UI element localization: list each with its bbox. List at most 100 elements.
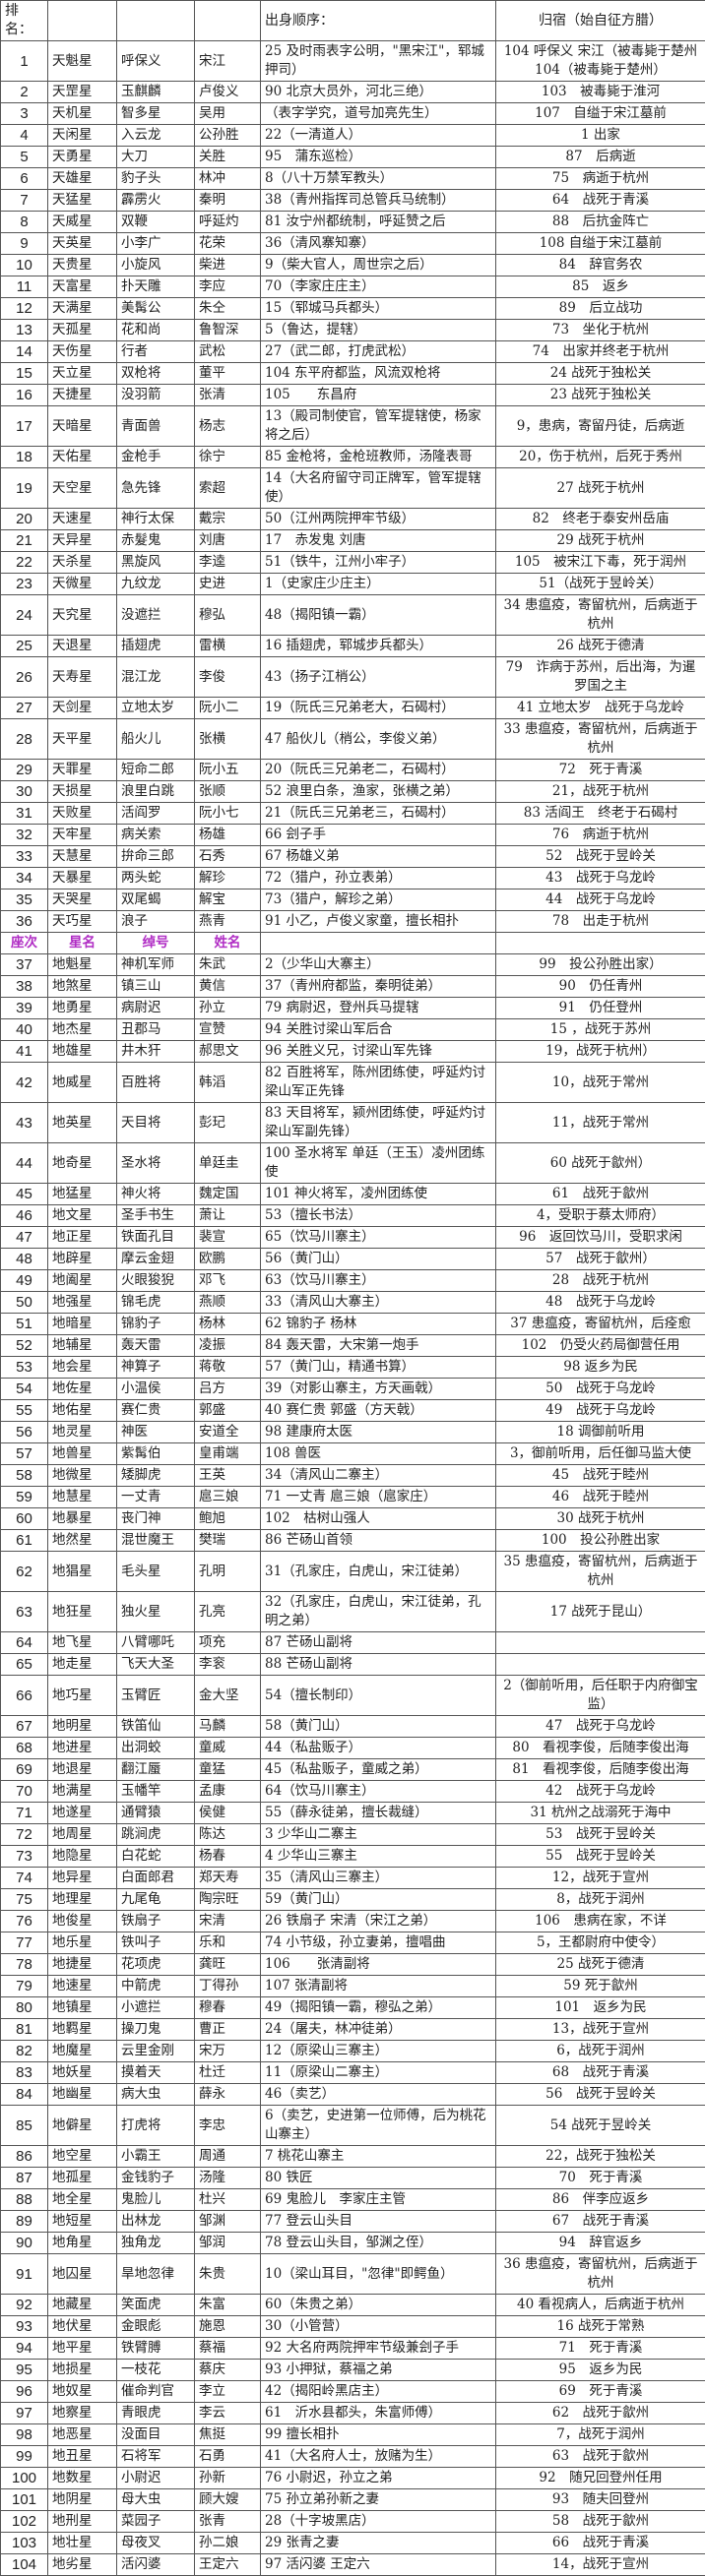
- cell-fate: 80 看视李俊，后随李俊出海: [496, 1738, 705, 1759]
- cell-fate: 75 病逝于杭州: [496, 168, 705, 190]
- cell-rank: 92: [1, 2295, 48, 2316]
- cell-name: 宣赞: [195, 1019, 261, 1041]
- header-blank: [195, 1, 261, 41]
- cell-fate: 90 仍任青州: [496, 976, 705, 998]
- cell-name: 燕顺: [195, 1292, 261, 1314]
- cell-nickname: 双鞭: [117, 212, 195, 233]
- cell-rank: 61: [1, 1530, 48, 1552]
- cell-name: 吴用: [195, 103, 261, 125]
- cell-origin: 13（殿司制使官，管军提辖使，杨家将之后）: [261, 406, 496, 447]
- cell-nickname: 天目将: [117, 1103, 195, 1143]
- cell-rank: 31: [1, 803, 48, 825]
- header-fate: 归宿（始自征方腊）: [496, 1, 705, 41]
- cell-rank: 4: [1, 125, 48, 147]
- cell-name: 阮小五: [195, 760, 261, 781]
- cell-name: 郑天寿: [195, 1868, 261, 1889]
- cell-origin: 90 北京大员外，河北三绝）: [261, 82, 496, 103]
- cell-star: 天贵星: [48, 255, 117, 276]
- cell-origin: 49（揭阳镇一霸，穆弘之弟）: [261, 1997, 496, 2019]
- cell-name: 朱仝: [195, 298, 261, 320]
- cell-fate: 98 返乡为民: [496, 1357, 705, 1379]
- cell-fate: 41 立地太岁 战死于乌龙岭: [496, 698, 705, 719]
- cell-fate: 70 死于青溪: [496, 2168, 705, 2189]
- cell-fate: 26 战死于德清: [496, 636, 705, 657]
- cell-fate: 82 终老于泰安州岳庙: [496, 509, 705, 530]
- cell-nickname: 病尉迟: [117, 998, 195, 1019]
- cell-fate: 24 战死于独松关: [496, 363, 705, 385]
- cell-fate: 91 仍任登州: [496, 998, 705, 1019]
- cell-origin: 2（少华山大寨主）: [261, 954, 496, 976]
- cell-rank: 93: [1, 2316, 48, 2338]
- cell-origin: 104 东平府都监，风流双枪将: [261, 363, 496, 385]
- cell-name: 黄信: [195, 976, 261, 998]
- cell-rank: 82: [1, 2041, 48, 2062]
- cell-rank: 70: [1, 1781, 48, 1803]
- cell-origin: 81 汝宁州都统制，呼延赞之后: [261, 212, 496, 233]
- cell-star: 地数星: [48, 2468, 117, 2489]
- cell-name: 石秀: [195, 846, 261, 868]
- cell-origin: 5（鲁达，提辖）: [261, 320, 496, 341]
- cell-rank: 73: [1, 1846, 48, 1868]
- cell-nickname: 丧门神: [117, 1508, 195, 1530]
- cell-origin: 38（青州指挥司总管兵马统制）: [261, 190, 496, 212]
- cell-fate: 30 战死于杭州: [496, 1508, 705, 1530]
- cell-nickname: 双枪将: [117, 363, 195, 385]
- cell-star: 地速星: [48, 1976, 117, 1997]
- cell-nickname: 浪里白跳: [117, 781, 195, 803]
- cell-nickname: 短命二郎: [117, 760, 195, 781]
- cell-nickname: 出洞蛟: [117, 1738, 195, 1759]
- cell-fate: 53 战死于昱岭关: [496, 1824, 705, 1846]
- cell-fate: 74 出家并终老于杭州: [496, 341, 705, 363]
- cell-origin: 27（武二郎，打虎武松）: [261, 341, 496, 363]
- cell-name: 邹渊: [195, 2211, 261, 2233]
- cell-star: 地辟星: [48, 1249, 117, 1270]
- cell-name: 鲍旭: [195, 1508, 261, 1530]
- cell-rank: 45: [1, 1184, 48, 1205]
- subheader-blank: [496, 933, 705, 954]
- cell-star: 天牢星: [48, 825, 117, 846]
- cell-nickname: 矮脚虎: [117, 1465, 195, 1487]
- cell-nickname: 青眼虎: [117, 2403, 195, 2424]
- cell-star: 地雄星: [48, 1041, 117, 1063]
- cell-nickname: 母大虫: [117, 2489, 195, 2511]
- cell-name: 韩滔: [195, 1063, 261, 1103]
- cell-rank: 52: [1, 1335, 48, 1357]
- cell-rank: 48: [1, 1249, 48, 1270]
- cell-nickname: 铁臂膊: [117, 2338, 195, 2360]
- cell-name: 项充: [195, 1632, 261, 1654]
- cell-nickname: 圣水将: [117, 1143, 195, 1184]
- cell-origin: 4 少华山三寨主: [261, 1846, 496, 1868]
- cell-star: 地乐星: [48, 1932, 117, 1954]
- cell-fate: 13，战死于宣州: [496, 2019, 705, 2041]
- cell-star: 天机星: [48, 103, 117, 125]
- cell-fate: 17 战死于昆山）: [496, 1592, 705, 1632]
- header-blank: [48, 1, 117, 41]
- cell-fate: 18 调御前听用: [496, 1422, 705, 1443]
- cell-origin: 50（江州两院押牢节级）: [261, 509, 496, 530]
- cell-nickname: 摸着天: [117, 2062, 195, 2084]
- cell-fate: 87 后病逝: [496, 147, 705, 168]
- cell-fate: 67 战死于青溪: [496, 2211, 705, 2233]
- cell-name: 徐宁: [195, 447, 261, 468]
- cell-origin: 14（大名府留守司正牌军，管军提辖使）: [261, 468, 496, 509]
- cell-nickname: 井木犴: [117, 1041, 195, 1063]
- cell-nickname: 活阎罗: [117, 803, 195, 825]
- cell-nickname: 丑郡马: [117, 1019, 195, 1041]
